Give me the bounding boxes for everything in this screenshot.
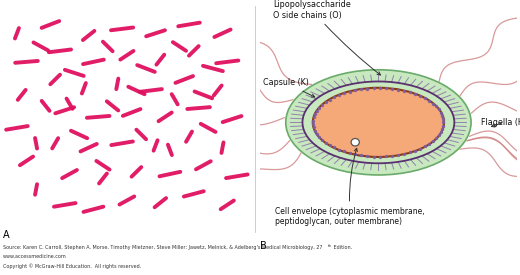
Text: Flagella (H): Flagella (H) — [482, 118, 520, 127]
Text: Capsule (K): Capsule (K) — [263, 78, 315, 97]
Text: www.accessmedicine.com: www.accessmedicine.com — [3, 254, 67, 259]
Text: Cell envelope (cytoplasmic membrane,
peptidoglycan, outer membrane): Cell envelope (cytoplasmic membrane, pep… — [276, 148, 425, 226]
Text: Lipopolysaccharide
O side chains (O): Lipopolysaccharide O side chains (O) — [273, 0, 381, 75]
Text: A: A — [3, 230, 9, 240]
Circle shape — [351, 139, 359, 146]
Text: th: th — [328, 244, 332, 248]
Ellipse shape — [286, 70, 471, 175]
Ellipse shape — [313, 88, 444, 157]
Text: Source: Karen C. Carroll, Stephen A. Morse, Timothy Mietzner, Steve Miller: Jawe: Source: Karen C. Carroll, Stephen A. Mor… — [3, 245, 322, 250]
Text: Copyright © McGraw-Hill Education.  All rights reserved.: Copyright © McGraw-Hill Education. All r… — [3, 263, 141, 269]
Text: B: B — [260, 241, 267, 251]
Text: Edition.: Edition. — [332, 245, 352, 250]
